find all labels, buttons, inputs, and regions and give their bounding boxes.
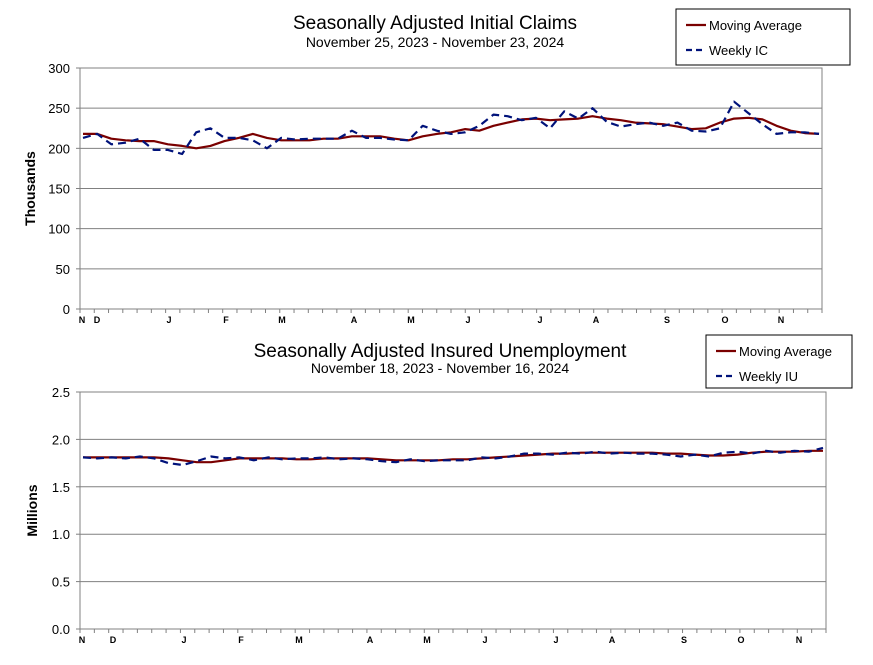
x-tick-label: A (593, 315, 600, 325)
y-tick-label: 2.0 (52, 432, 70, 447)
x-tick-label: A (609, 635, 616, 645)
y-tick-label: 1.0 (52, 527, 70, 542)
chart-subtitle: November 25, 2023 - November 23, 2024 (306, 34, 565, 50)
chart-title: Seasonally Adjusted Initial Claims (293, 13, 577, 34)
x-tick-label: M (295, 635, 303, 645)
y-tick-label: 0.0 (52, 622, 70, 637)
insured-unemployment-chart: Seasonally Adjusted Insured Unemployment… (24, 334, 853, 645)
x-tick-label: J (482, 635, 487, 645)
x-tick-label: J (465, 315, 470, 325)
series-line-moving-average (83, 449, 823, 464)
x-tick-label: S (664, 315, 670, 325)
y-tick-label: 0 (63, 302, 70, 317)
initial-claims-chart: Seasonally Adjusted Initial ClaimsNovemb… (22, 8, 851, 325)
legend-label: Moving Average (709, 18, 802, 33)
x-tick-label: N (796, 635, 803, 645)
x-tick-label: A (367, 635, 374, 645)
legend-label: Weekly IC (709, 43, 768, 58)
x-tick-label: J (181, 635, 186, 645)
y-tick-label: 200 (48, 141, 70, 156)
x-tick-label: M (407, 315, 415, 325)
x-tick-label: F (238, 635, 244, 645)
x-tick-label: N (778, 315, 785, 325)
y-tick-label: 2.5 (52, 385, 70, 400)
x-tick-label: O (721, 315, 728, 325)
legend-label: Moving Average (739, 344, 832, 359)
series-line-moving-average (83, 115, 820, 150)
x-tick-label: D (94, 315, 101, 325)
legend-box (705, 334, 853, 389)
x-tick-label: O (737, 635, 744, 645)
x-tick-label: S (681, 635, 687, 645)
chart-subtitle: November 18, 2023 - November 16, 2024 (311, 360, 570, 376)
y-axis-label: Millions (24, 484, 40, 536)
y-tick-label: 50 (56, 262, 70, 277)
y-tick-label: 0.5 (52, 575, 70, 590)
series-line-weekly (82, 100, 820, 156)
x-tick-label: F (223, 315, 229, 325)
y-tick-label: 300 (48, 61, 70, 76)
x-tick-label: J (166, 315, 171, 325)
x-tick-label: D (110, 635, 117, 645)
plot-area (79, 391, 827, 630)
x-tick-label: J (553, 635, 558, 645)
chart-title: Seasonally Adjusted Insured Unemployment (254, 341, 628, 362)
legend-box (675, 8, 851, 66)
legend-label: Weekly IU (739, 369, 798, 384)
x-tick-label: M (278, 315, 286, 325)
y-tick-label: 100 (48, 222, 70, 237)
y-tick-label: 150 (48, 182, 70, 197)
x-tick-label: N (79, 635, 86, 645)
x-tick-label: N (79, 315, 86, 325)
x-tick-label: M (423, 635, 431, 645)
x-tick-label: A (351, 315, 358, 325)
x-tick-label: J (537, 315, 542, 325)
y-tick-label: 250 (48, 101, 70, 116)
y-axis-label: Thousands (22, 151, 38, 226)
y-tick-label: 1.5 (52, 480, 70, 495)
